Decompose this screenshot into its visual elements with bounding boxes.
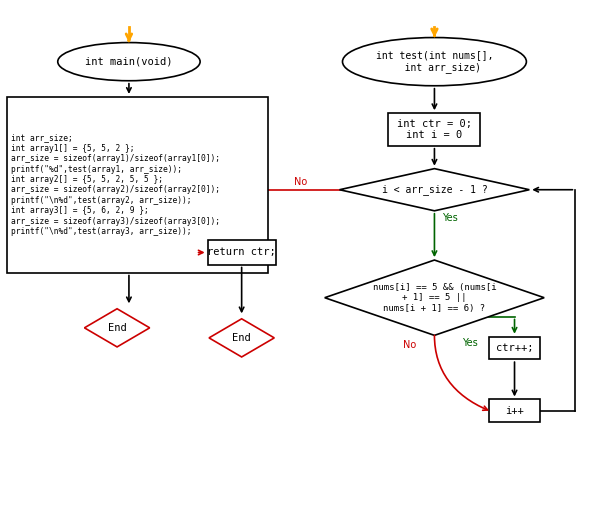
Text: int main(void): int main(void) (85, 57, 173, 67)
Bar (7, 97, 268, 273)
Text: End: End (108, 323, 126, 333)
Polygon shape (209, 319, 274, 357)
FancyArrowPatch shape (434, 335, 488, 410)
Text: i++: i++ (505, 406, 524, 416)
Text: int arr_size;
int array1[] = {5, 5, 2 };
arr_size = sizeof(array1)/sizeof(array1: int arr_size; int array1[] = {5, 5, 2 };… (11, 133, 220, 236)
Text: End: End (232, 333, 251, 343)
Text: Yes: Yes (462, 338, 477, 348)
Polygon shape (325, 260, 544, 335)
Text: Yes: Yes (442, 213, 457, 223)
Text: No: No (294, 177, 308, 187)
Text: return ctr;: return ctr; (207, 247, 276, 258)
Polygon shape (85, 309, 150, 347)
Bar (489, 337, 540, 359)
Text: nums[i] == 5 && (nums[i
+ 1] == 5 ||
nums[i + 1] == 6) ?: nums[i] == 5 && (nums[i + 1] == 5 || num… (372, 283, 496, 313)
Text: ctr++;: ctr++; (496, 343, 533, 353)
Text: int ctr = 0;
int i = 0: int ctr = 0; int i = 0 (397, 119, 472, 140)
Text: No: No (403, 340, 417, 350)
Text: i < arr_size - 1 ?: i < arr_size - 1 ? (381, 184, 488, 195)
Text: int test(int nums[],
   int arr_size): int test(int nums[], int arr_size) (375, 50, 493, 73)
Bar (389, 113, 480, 146)
Bar (489, 399, 540, 422)
Bar (207, 240, 276, 265)
Polygon shape (340, 169, 529, 211)
